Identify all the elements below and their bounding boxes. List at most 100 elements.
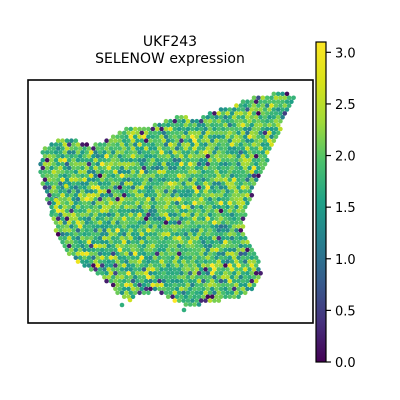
- expression-spot: [225, 290, 230, 296]
- expression-spot: [104, 255, 109, 260]
- expression-spot: [130, 247, 136, 253]
- expression-spot: [278, 126, 283, 132]
- expression-spot: [251, 150, 257, 155]
- expression-spot: [108, 263, 114, 268]
- expression-spot: [119, 134, 125, 140]
- expression-spot: [64, 177, 70, 182]
- expression-spot: [220, 142, 226, 147]
- expression-spot: [152, 239, 158, 245]
- expression-spot: [139, 169, 145, 175]
- expression-spot: [223, 239, 228, 245]
- expression-spot: [161, 154, 167, 159]
- expression-spot: [223, 216, 228, 221]
- expression-spot: [201, 278, 206, 284]
- expression-spot: [77, 200, 83, 206]
- expression-spot: [104, 232, 109, 237]
- expression-spot: [60, 154, 65, 159]
- expression-spot: [165, 169, 171, 175]
- expression-spot: [207, 189, 213, 194]
- expression-spot: [146, 267, 151, 272]
- expression-spot: [135, 278, 140, 284]
- expression-spot: [194, 220, 200, 225]
- expression-spot: [258, 271, 263, 276]
- expression-spot: [220, 173, 226, 179]
- expression-spot: [234, 220, 239, 225]
- expression-spot: [110, 204, 116, 210]
- expression-spot: [77, 154, 83, 159]
- expression-spot: [205, 161, 211, 167]
- expression-spot: [159, 220, 164, 225]
- expression-spot: [242, 267, 248, 272]
- expression-spot: [216, 282, 222, 288]
- expression-spot: [119, 243, 125, 249]
- expression-spot: [141, 235, 147, 241]
- expression-spot: [119, 173, 125, 179]
- expression-spot: [190, 220, 195, 225]
- expression-spot: [181, 204, 186, 210]
- expression-spot: [218, 177, 224, 182]
- expression-spot: [181, 196, 186, 202]
- expression-spot: [106, 212, 112, 218]
- expression-spot: [216, 196, 222, 202]
- expression-spot: [161, 232, 167, 237]
- expression-spot: [135, 146, 140, 151]
- expression-spot: [245, 169, 250, 175]
- expression-spot: [157, 200, 162, 206]
- expression-spot: [77, 177, 83, 182]
- expression-spot: [198, 259, 204, 264]
- expression-spot: [240, 146, 246, 151]
- expression-spot: [280, 107, 285, 112]
- expression-spot: [216, 212, 222, 218]
- expression-spot: [207, 267, 213, 272]
- expression-spot: [218, 247, 224, 253]
- expression-spot: [282, 103, 288, 108]
- expression-spot: [216, 204, 222, 210]
- expression-spot: [104, 146, 109, 151]
- expression-spot: [174, 216, 180, 221]
- expression-spot: [130, 146, 136, 151]
- expression-spot: [117, 193, 123, 198]
- expression-spot: [205, 239, 211, 245]
- expression-spot: [102, 204, 107, 210]
- expression-spot: [58, 196, 63, 202]
- expression-spot: [249, 177, 255, 182]
- expression-spot: [187, 263, 193, 268]
- expression-spot: [170, 224, 175, 229]
- expression-spot: [258, 107, 263, 112]
- expression-spot: [110, 157, 116, 163]
- expression-spot: [154, 235, 160, 241]
- expression-spot: [201, 185, 206, 190]
- expression-spot: [207, 204, 213, 210]
- expression-spot: [181, 235, 186, 241]
- expression-spot: [242, 290, 248, 296]
- expression-spot: [256, 259, 261, 264]
- expression-spot: [236, 169, 241, 175]
- expression-spot: [88, 220, 94, 225]
- expression-spot: [238, 111, 244, 116]
- expression-spot: [212, 134, 217, 140]
- expression-spot: [205, 247, 211, 253]
- expression-spot: [249, 107, 255, 112]
- expression-spot: [77, 208, 83, 214]
- expression-spot: [240, 169, 246, 175]
- expression-spot: [245, 107, 250, 112]
- expression-spot: [82, 146, 87, 151]
- expression-spot: [207, 181, 213, 186]
- expression-spot: [75, 189, 81, 194]
- expression-spot: [77, 193, 83, 198]
- expression-spot: [205, 138, 211, 143]
- expression-spot: [247, 126, 252, 132]
- expression-spot: [205, 146, 211, 151]
- expression-spot: [130, 169, 136, 175]
- expression-spot: [209, 185, 215, 190]
- expression-spot: [91, 146, 96, 151]
- expression-spot: [106, 204, 112, 210]
- expression-spot: [165, 232, 171, 237]
- expression-spot: [47, 177, 52, 182]
- expression-spot: [214, 271, 219, 276]
- expression-spot: [66, 181, 72, 186]
- expression-spot: [53, 189, 59, 194]
- expression-spot: [185, 228, 191, 233]
- expression-spot: [223, 130, 228, 136]
- expression-spot: [209, 146, 215, 151]
